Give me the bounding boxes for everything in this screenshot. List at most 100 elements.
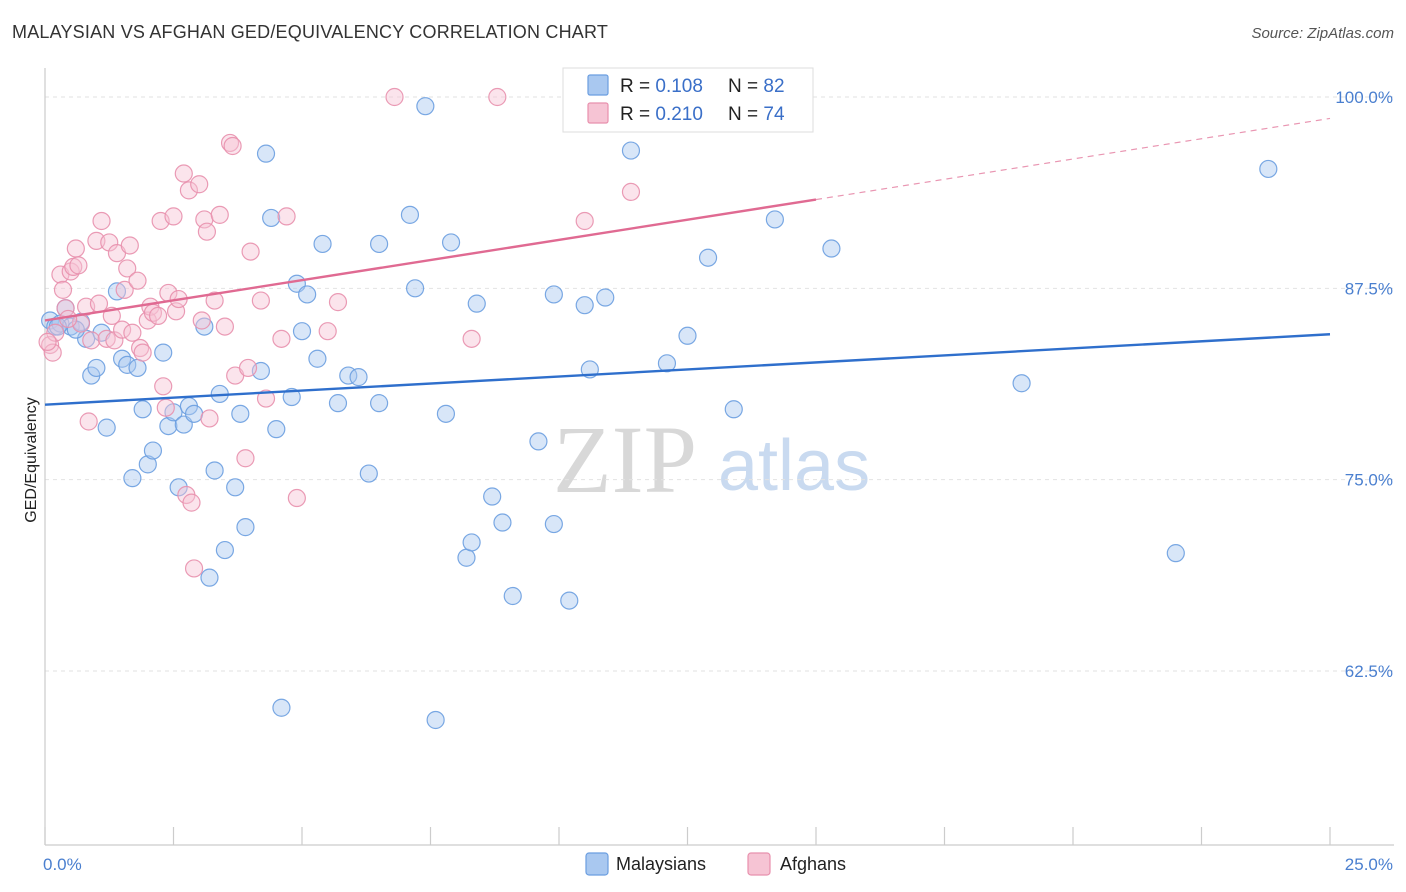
data-point-afghans xyxy=(241,242,260,261)
data-point-afghans xyxy=(43,343,62,362)
data-point-afghans xyxy=(220,133,240,153)
trend-lines xyxy=(44,117,1331,406)
data-point-malaysians xyxy=(698,248,718,267)
data-point-malaysians xyxy=(370,394,389,413)
data-point-malaysians xyxy=(267,420,286,439)
data-point-afghans xyxy=(197,222,217,241)
data-point-afghans xyxy=(200,409,219,428)
watermark-zip: ZIP xyxy=(553,406,697,513)
data-point-malaysians xyxy=(457,548,476,567)
data-point-malaysians xyxy=(678,326,697,345)
data-point-malaysians xyxy=(359,464,378,483)
data-point-afghans xyxy=(182,493,201,512)
data-point-malaysians xyxy=(467,294,486,313)
y-axis-label: GED/Equivalency xyxy=(23,397,40,522)
data-point-malaysians xyxy=(226,478,245,497)
data-point-malaysians xyxy=(328,394,348,413)
bottom-legend-swatch-malaysians xyxy=(585,852,609,876)
data-point-malaysians xyxy=(405,279,425,298)
y-tick-label: 62.5% xyxy=(1345,662,1393,681)
y-tick-label: 87.5% xyxy=(1345,279,1393,298)
data-point-malaysians xyxy=(596,288,615,307)
data-point-afghans xyxy=(66,239,85,258)
x-tick-label: 0.0% xyxy=(43,855,82,874)
data-point-malaysians xyxy=(400,205,420,224)
data-point-malaysians xyxy=(215,540,234,560)
trend-line-malaysians xyxy=(44,333,1331,406)
legend-n-value-malaysians: 82 xyxy=(763,76,784,97)
data-point-afghans xyxy=(488,87,507,107)
data-point-afghans xyxy=(89,294,109,313)
data-point-afghans xyxy=(82,331,101,350)
chart-source: Source: ZipAtlas.com xyxy=(1251,25,1394,42)
data-point-malaysians xyxy=(724,400,743,419)
data-point-afghans xyxy=(215,317,234,336)
data-point-malaysians xyxy=(529,432,548,451)
data-point-malaysians xyxy=(118,355,137,374)
data-point-afghans xyxy=(205,291,224,310)
data-point-afghans xyxy=(115,280,134,299)
data-point-afghans xyxy=(92,211,111,231)
data-point-malaysians xyxy=(1259,159,1278,179)
data-point-afghans xyxy=(210,205,229,224)
data-point-afghans xyxy=(575,211,594,231)
data-point-afghans xyxy=(223,136,242,156)
data-point-malaysians xyxy=(107,282,127,301)
tick-labels: 62.5% 75.0% 87.5% 100.0% 0.0% 25.0% xyxy=(43,88,1393,874)
data-point-malaysians xyxy=(560,591,579,610)
data-point-afghans xyxy=(123,323,142,342)
data-point-malaysians xyxy=(544,514,563,534)
data-point-afghans xyxy=(256,389,276,408)
data-point-malaysians xyxy=(154,343,173,362)
data-point-malaysians xyxy=(298,285,317,304)
data-point-malaysians xyxy=(138,455,157,474)
data-point-afghans xyxy=(164,207,183,226)
data-point-afghans xyxy=(53,280,73,299)
data-point-malaysians xyxy=(231,404,250,423)
data-point-malaysians xyxy=(575,296,594,315)
axes xyxy=(44,68,1394,846)
data-point-malaysians xyxy=(483,487,502,506)
legend-r-label-malaysians: R = 0.108 xyxy=(620,76,703,97)
data-point-afghans xyxy=(192,311,211,330)
data-point-afghans xyxy=(120,236,139,255)
data-point-malaysians xyxy=(205,461,224,480)
data-point-malaysians xyxy=(128,358,147,378)
series-malaysians xyxy=(41,97,1278,730)
y-tick-label: 75.0% xyxy=(1345,471,1393,490)
data-point-afghans xyxy=(156,398,175,417)
bottom-legend-swatch-afghans xyxy=(747,852,771,876)
watermark-atlas: atlas xyxy=(718,426,870,506)
data-point-malaysians xyxy=(370,234,389,254)
data-point-malaysians xyxy=(169,478,188,497)
data-point-afghans xyxy=(38,332,57,352)
data-point-afghans xyxy=(287,488,306,508)
bottom-legend-label-malaysians: Malaysians xyxy=(616,854,706,874)
chart-title: MALAYSIAN VS AFGHAN GED/EQUIVALENCY CORR… xyxy=(12,22,608,42)
series-legend: Malaysians Afghans xyxy=(585,852,846,876)
data-point-malaysians xyxy=(133,400,152,419)
data-point-afghans xyxy=(184,559,204,578)
data-point-malaysians xyxy=(97,418,116,437)
data-point-afghans xyxy=(174,164,193,183)
data-point-malaysians xyxy=(282,387,301,407)
data-point-afghans xyxy=(154,377,173,396)
data-point-malaysians xyxy=(256,144,276,163)
trend-line-extension-afghans xyxy=(815,117,1331,201)
legend-n-label-malaysians: N = 82 xyxy=(728,76,785,97)
grid-lines xyxy=(45,96,1394,672)
data-point-afghans xyxy=(251,291,270,310)
series-afghans xyxy=(38,87,641,578)
data-point-afghans xyxy=(133,343,152,362)
data-point-malaysians xyxy=(313,234,332,254)
data-point-malaysians xyxy=(87,358,106,378)
data-point-malaysians xyxy=(159,416,178,436)
data-point-afghans xyxy=(621,182,641,202)
data-point-malaysians xyxy=(349,368,368,387)
data-point-malaysians xyxy=(621,141,641,160)
data-point-afghans xyxy=(385,87,404,107)
data-point-afghans xyxy=(118,259,137,278)
legend-n-value-afghans: 74 xyxy=(763,104,785,125)
data-point-afghans xyxy=(179,181,199,200)
